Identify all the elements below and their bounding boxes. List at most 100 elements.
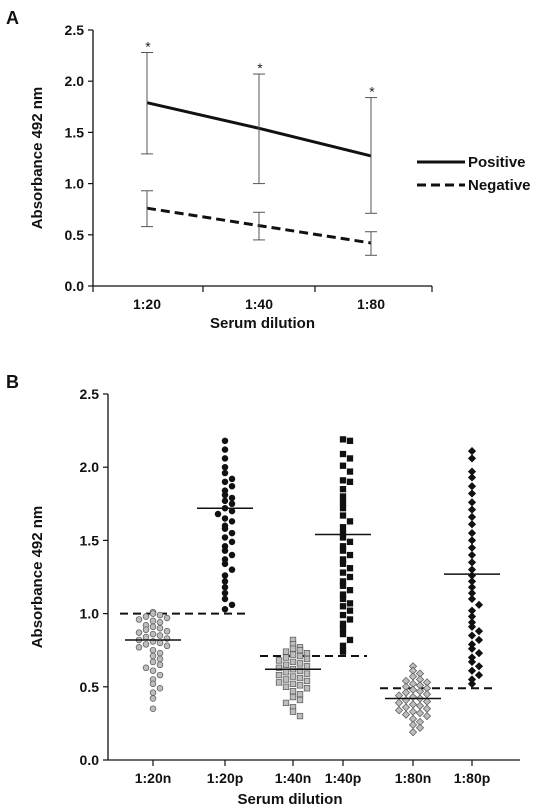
data-point <box>401 688 411 697</box>
data-point <box>228 507 236 515</box>
y-tick-label-b: 1.5 <box>80 532 100 548</box>
data-point <box>228 601 236 609</box>
data-point <box>221 583 229 591</box>
data-point <box>282 669 290 676</box>
data-point <box>422 704 432 713</box>
data-point <box>163 627 171 635</box>
data-point <box>156 655 164 663</box>
data-point <box>474 627 484 636</box>
data-point <box>467 657 477 667</box>
data-point <box>296 712 304 720</box>
data-point <box>221 589 229 597</box>
data-point <box>303 677 311 685</box>
data-point <box>156 649 164 657</box>
data-point <box>282 676 290 683</box>
data-point <box>401 695 411 705</box>
x-tick-label-b: 1:40p <box>325 770 362 786</box>
data-point <box>221 515 229 522</box>
data-point <box>339 486 347 493</box>
data-point <box>303 670 311 677</box>
y-tick-label-b: 0.0 <box>80 752 100 768</box>
data-point <box>339 499 347 506</box>
data-point <box>467 473 477 482</box>
data-point <box>228 551 236 559</box>
data-point <box>346 538 354 546</box>
data-point <box>346 607 354 614</box>
legend-label-positive: Positive <box>468 154 526 171</box>
data-point <box>339 462 347 469</box>
data-point <box>149 705 157 713</box>
data-point <box>221 446 229 453</box>
data-point <box>346 437 354 444</box>
y-tick-label-a: 0.5 <box>65 227 85 243</box>
data-point <box>142 626 150 633</box>
data-point <box>228 482 236 490</box>
y-axis-title-a: Absorbance 492 nm <box>29 87 46 230</box>
data-point <box>415 701 425 710</box>
data-point <box>149 652 157 660</box>
data-point <box>346 468 354 475</box>
y-tick-label-a: 2.5 <box>65 22 85 38</box>
data-point <box>214 510 222 518</box>
data-point <box>228 538 236 546</box>
data-point <box>156 611 164 619</box>
data-point <box>467 498 477 507</box>
data-point <box>282 661 290 668</box>
y-tick-label-a: 1.5 <box>65 124 85 140</box>
data-point <box>339 569 347 576</box>
data-point <box>221 491 229 499</box>
data-point <box>467 622 477 631</box>
data-point <box>282 699 290 707</box>
data-point <box>408 720 418 729</box>
data-point <box>149 617 157 625</box>
data-point <box>408 685 418 694</box>
data-point <box>142 633 150 641</box>
data-point <box>156 671 164 679</box>
significance-marker: * <box>369 84 375 100</box>
data-point <box>228 566 236 573</box>
x-axis-title-b: Serum dilution <box>238 791 343 808</box>
data-point <box>282 654 290 661</box>
data-point <box>339 436 347 443</box>
data-point <box>135 616 143 623</box>
data-point <box>149 689 157 696</box>
data-point <box>422 711 432 721</box>
data-point <box>156 624 164 632</box>
data-point <box>149 680 157 688</box>
data-point <box>467 528 477 538</box>
significance-marker: * <box>257 60 263 76</box>
data-point <box>275 657 283 664</box>
data-point <box>221 578 229 585</box>
y-tick-label-b: 2.0 <box>80 459 100 475</box>
data-point <box>228 494 236 502</box>
data-point <box>339 493 347 500</box>
data-point <box>467 594 477 604</box>
data-point <box>467 550 477 560</box>
data-point <box>339 630 347 638</box>
data-point <box>467 666 477 675</box>
data-point <box>339 625 347 632</box>
data-point <box>467 489 477 498</box>
data-point <box>339 524 347 531</box>
data-point <box>467 505 477 514</box>
data-point <box>289 651 297 658</box>
data-point <box>149 630 157 638</box>
data-point <box>339 642 347 649</box>
data-point <box>408 728 418 737</box>
data-point <box>474 649 484 658</box>
data-point <box>467 558 477 567</box>
data-point <box>467 447 477 456</box>
data-point <box>467 631 477 640</box>
data-point <box>415 723 425 732</box>
x-tick-label-b: 1:20n <box>135 770 172 786</box>
data-point <box>221 534 229 541</box>
data-point <box>149 610 157 617</box>
x-tick-label-a: 1:20 <box>133 296 161 312</box>
data-point <box>339 477 347 484</box>
data-point <box>221 469 229 477</box>
data-point <box>289 680 297 688</box>
x-tick-label-b: 1:80p <box>454 770 491 786</box>
x-tick-label-b: 1:80n <box>395 770 432 786</box>
y-tick-label-a: 1.0 <box>65 176 85 192</box>
